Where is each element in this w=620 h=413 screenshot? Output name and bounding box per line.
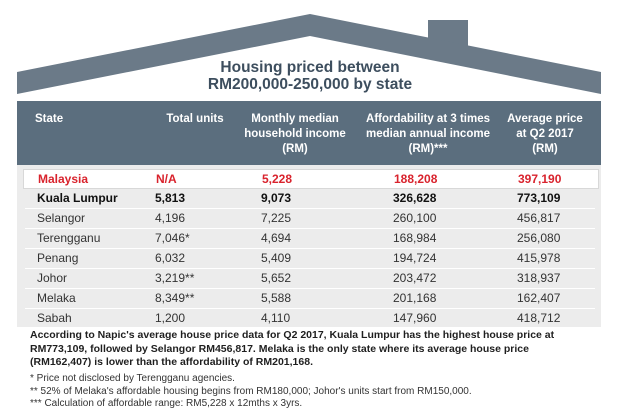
cell-total-units: 1,200 bbox=[155, 311, 186, 325]
cell-state: Melaka bbox=[37, 291, 76, 305]
cell-state: Selangor bbox=[37, 211, 86, 225]
table-row-melaka: Melaka 8,349** 5,588 201,168 162,407 bbox=[17, 289, 601, 307]
footnote: *** Calculation of affordable range: RM5… bbox=[30, 398, 303, 409]
cell-affordability: 147,960 bbox=[393, 311, 437, 325]
table-row-terengganu: Terengganu 7,046* 4,694 168,984 256,080 bbox=[17, 229, 601, 247]
cell-average-price: 162,407 bbox=[517, 291, 561, 305]
data-table: State Total units Monthly median househo… bbox=[17, 101, 601, 316]
cell-monthly-income: 5,652 bbox=[261, 271, 292, 285]
table-row-penang: Penang 6,032 5,409 194,724 415,978 bbox=[17, 249, 601, 267]
chart-title: Housing priced between RM200,000-250,000… bbox=[0, 59, 620, 93]
chart-title-line-2: RM200,000-250,000 by state bbox=[207, 76, 413, 93]
row-divider bbox=[25, 268, 595, 269]
column-header-monthly-income: Monthly median household income (RM) bbox=[244, 113, 346, 155]
footnote: * Price not disclosed by Terengganu agen… bbox=[30, 373, 235, 384]
cell-total-units: N/A bbox=[156, 172, 177, 186]
cell-affordability: 168,984 bbox=[393, 231, 437, 245]
cell-total-units: 3,219** bbox=[155, 271, 195, 285]
cell-state: Sabah bbox=[37, 311, 72, 325]
cell-total-units: 8,349** bbox=[155, 291, 195, 305]
cell-monthly-income: 7,225 bbox=[261, 211, 292, 225]
cell-state: Penang bbox=[37, 251, 79, 265]
column-header-state: State bbox=[35, 113, 64, 125]
cell-average-price: 418,712 bbox=[517, 311, 561, 325]
row-divider bbox=[25, 228, 595, 229]
row-divider bbox=[25, 248, 595, 249]
cell-monthly-income: 5,409 bbox=[261, 251, 292, 265]
row-divider bbox=[25, 208, 595, 209]
table-row-johor: Johor 3,219** 5,652 203,472 318,937 bbox=[17, 269, 601, 287]
cell-average-price: 456,817 bbox=[517, 211, 561, 225]
table-row-sabah-panel: Sabah 1,200 4,110 147,960 418,712 bbox=[17, 309, 601, 327]
cell-affordability: 188,208 bbox=[394, 172, 438, 186]
cell-average-price: 397,190 bbox=[518, 172, 562, 186]
cell-affordability: 326,628 bbox=[393, 191, 437, 205]
row-divider bbox=[25, 308, 595, 309]
cell-monthly-income: 9,073 bbox=[261, 191, 292, 205]
chart-title-line-1: Housing priced between bbox=[220, 59, 400, 76]
cell-average-price: 256,080 bbox=[517, 231, 561, 245]
cell-total-units: 4,196 bbox=[155, 211, 186, 225]
cell-monthly-income: 4,694 bbox=[261, 231, 292, 245]
cell-average-price: 415,978 bbox=[517, 251, 561, 265]
table-row-sabah: Sabah 1,200 4,110 147,960 418,712 bbox=[17, 309, 601, 327]
cell-affordability: 260,100 bbox=[393, 211, 437, 225]
cell-average-price: 773,109 bbox=[517, 191, 561, 205]
cell-state: Malaysia bbox=[38, 172, 89, 186]
cell-monthly-income: 4,110 bbox=[261, 311, 291, 325]
cell-average-price: 318,937 bbox=[517, 271, 561, 285]
footnote: ** 52% of Melaka's affordable housing be… bbox=[30, 385, 472, 397]
cell-total-units: 6,032 bbox=[155, 251, 186, 265]
summary-paragraph: According to Napic's average house price… bbox=[30, 329, 555, 368]
column-header-total-units: Total units bbox=[166, 113, 224, 125]
table-row-kuala-lumpur: Kuala Lumpur 5,813 9,073 326,628 773,109 bbox=[17, 189, 601, 207]
cell-state: Kuala Lumpur bbox=[37, 191, 118, 205]
cell-monthly-income: 5,588 bbox=[261, 291, 292, 305]
table-row-selangor: Selangor 4,196 7,225 260,100 456,817 bbox=[17, 209, 601, 227]
cell-total-units: 7,046* bbox=[155, 231, 190, 245]
table-header: State Total units Monthly median househo… bbox=[17, 101, 601, 165]
cell-affordability: 203,472 bbox=[393, 271, 437, 285]
footnotes: * Price not disclosed by Terengganu agen… bbox=[30, 373, 590, 411]
cell-state: Johor bbox=[37, 271, 68, 285]
row-divider bbox=[25, 288, 595, 289]
cell-total-units: 5,813 bbox=[155, 191, 186, 205]
cell-affordability: 201,168 bbox=[393, 291, 437, 305]
cell-state: Terengganu bbox=[37, 231, 101, 245]
column-header-affordability: Affordability at 3 times median annual i… bbox=[366, 113, 490, 155]
cell-affordability: 194,724 bbox=[393, 251, 437, 265]
column-header-average-price: Average price at Q2 2017 (RM) bbox=[507, 113, 583, 155]
cell-monthly-income: 5,228 bbox=[262, 172, 293, 186]
table-row-malaysia: Malaysia N/A 5,228 188,208 397,190 bbox=[23, 169, 599, 189]
